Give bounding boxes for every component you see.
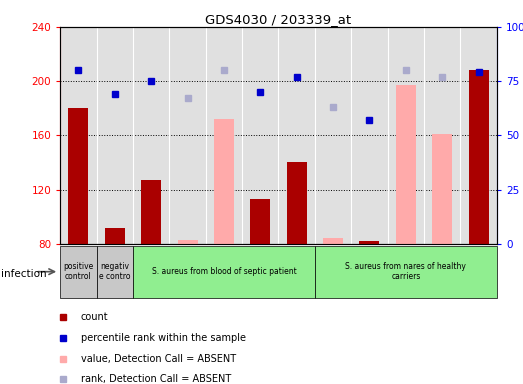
Text: percentile rank within the sample: percentile rank within the sample (81, 333, 246, 343)
Text: rank, Detection Call = ABSENT: rank, Detection Call = ABSENT (81, 374, 231, 384)
Bar (432, 134, 452, 244)
Bar (69, 108, 88, 244)
Bar (141, 180, 161, 244)
Text: count: count (81, 312, 109, 322)
Bar (251, 199, 270, 244)
Text: negativ
e contro: negativ e contro (99, 262, 130, 281)
Text: value, Detection Call = ABSENT: value, Detection Call = ABSENT (81, 354, 236, 364)
FancyBboxPatch shape (97, 246, 133, 298)
FancyBboxPatch shape (315, 246, 497, 298)
FancyBboxPatch shape (60, 246, 97, 298)
Text: infection: infection (1, 269, 47, 279)
FancyBboxPatch shape (133, 246, 315, 298)
Bar (396, 85, 416, 244)
Bar (105, 228, 125, 244)
Text: positive
control: positive control (63, 262, 94, 281)
Bar (469, 70, 488, 244)
Bar (214, 119, 234, 244)
Bar (287, 162, 306, 244)
Bar (359, 241, 380, 244)
Bar (177, 240, 198, 244)
Text: S. aureus from nares of healthy
carriers: S. aureus from nares of healthy carriers (345, 262, 467, 281)
Text: S. aureus from blood of septic patient: S. aureus from blood of septic patient (152, 267, 297, 276)
Title: GDS4030 / 203339_at: GDS4030 / 203339_at (206, 13, 351, 26)
Bar (323, 238, 343, 244)
